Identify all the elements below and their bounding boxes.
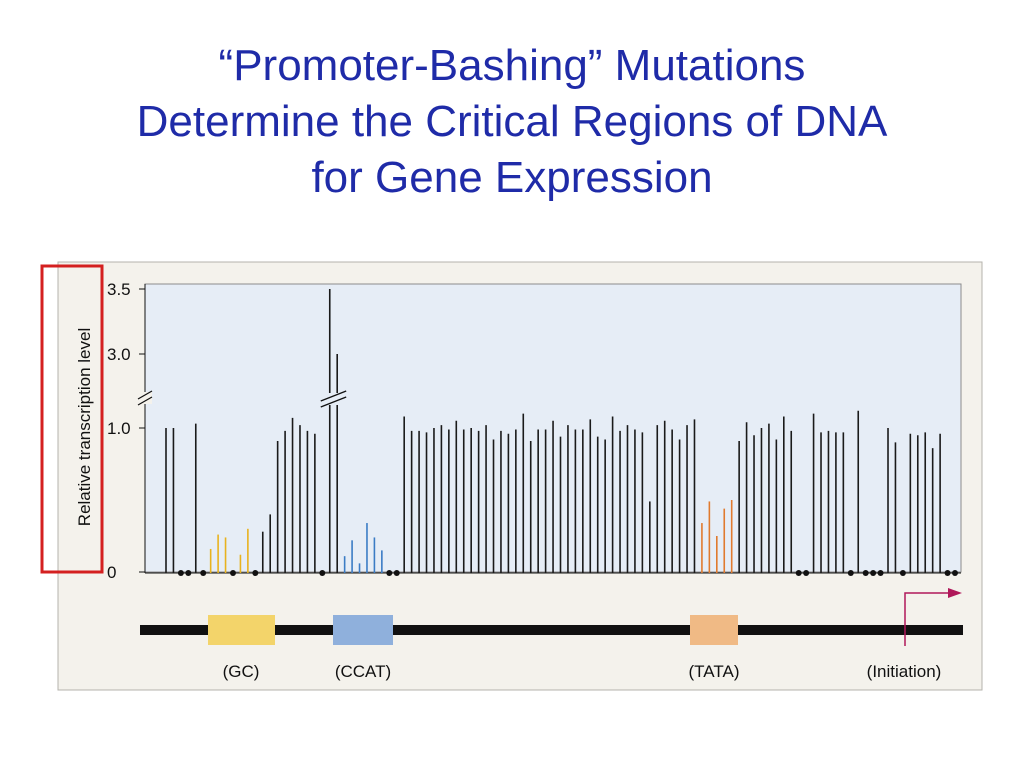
region-label: (Initiation): [867, 662, 942, 681]
dna-track: (GC) (CCAT) (TATA) (Initiation): [140, 588, 963, 681]
zero-transcription-dot: [795, 570, 802, 576]
ylabel-highlight-box: [40, 264, 104, 574]
y-tick-label: 3.0: [107, 345, 131, 364]
zero-transcription-dot: [386, 570, 393, 576]
slide-title: “Promoter-Bashing” Mutations Determine t…: [40, 38, 984, 206]
axis-break-gap: [136, 392, 152, 404]
y-axis-break-mark: [136, 390, 153, 406]
region-label: (TATA): [689, 662, 740, 681]
zero-transcription-dot: [229, 570, 236, 576]
promoter-region-box: [208, 615, 275, 645]
initiation-arrow: [904, 592, 950, 646]
initiation-arrowhead: [948, 588, 962, 598]
title-line-3: for Gene Expression: [311, 153, 713, 202]
transcription-bars: [165, 289, 958, 576]
zero-transcription-dot: [862, 570, 869, 576]
zero-transcription-dot: [252, 570, 259, 576]
zero-transcription-dot: [185, 570, 192, 576]
bar-break-stroke: [320, 396, 347, 408]
y-ticks: 3.5 3.0 1.0 0: [107, 280, 145, 582]
title-line-2: Determine the Critical Regions of DNA: [136, 97, 888, 146]
zero-transcription-dot: [944, 570, 951, 576]
zero-transcription-dot: [899, 570, 906, 576]
zero-transcription-dot: [870, 570, 877, 576]
title-line-1: “Promoter-Bashing” Mutations: [218, 41, 806, 90]
bar-break-gap: [321, 393, 346, 405]
zero-transcription-dot: [319, 570, 326, 576]
y-tick-label: 3.5: [107, 280, 131, 299]
y-tick-label: 1.0: [107, 419, 131, 438]
zero-transcription-dot: [177, 570, 184, 576]
zero-transcription-dot: [200, 570, 207, 576]
bar-break-stroke: [320, 390, 347, 402]
zero-transcription-dot: [393, 570, 400, 576]
axis-break-stroke: [137, 390, 153, 400]
zero-transcription-dot: [952, 570, 958, 576]
promoter-region-box: [690, 615, 738, 645]
zero-transcription-dot: [803, 570, 810, 576]
zero-transcription-dot: [847, 570, 854, 576]
y-tick-label: 0: [107, 563, 116, 582]
y-axis-label: Relative transcription level: [75, 328, 94, 526]
promoter-region-box: [333, 615, 393, 645]
region-label: (GC): [223, 662, 260, 681]
region-label: (CCAT): [335, 662, 391, 681]
dna-strand: [140, 625, 963, 635]
zero-transcription-dot: [877, 570, 884, 576]
axis-break-stroke: [137, 396, 153, 406]
